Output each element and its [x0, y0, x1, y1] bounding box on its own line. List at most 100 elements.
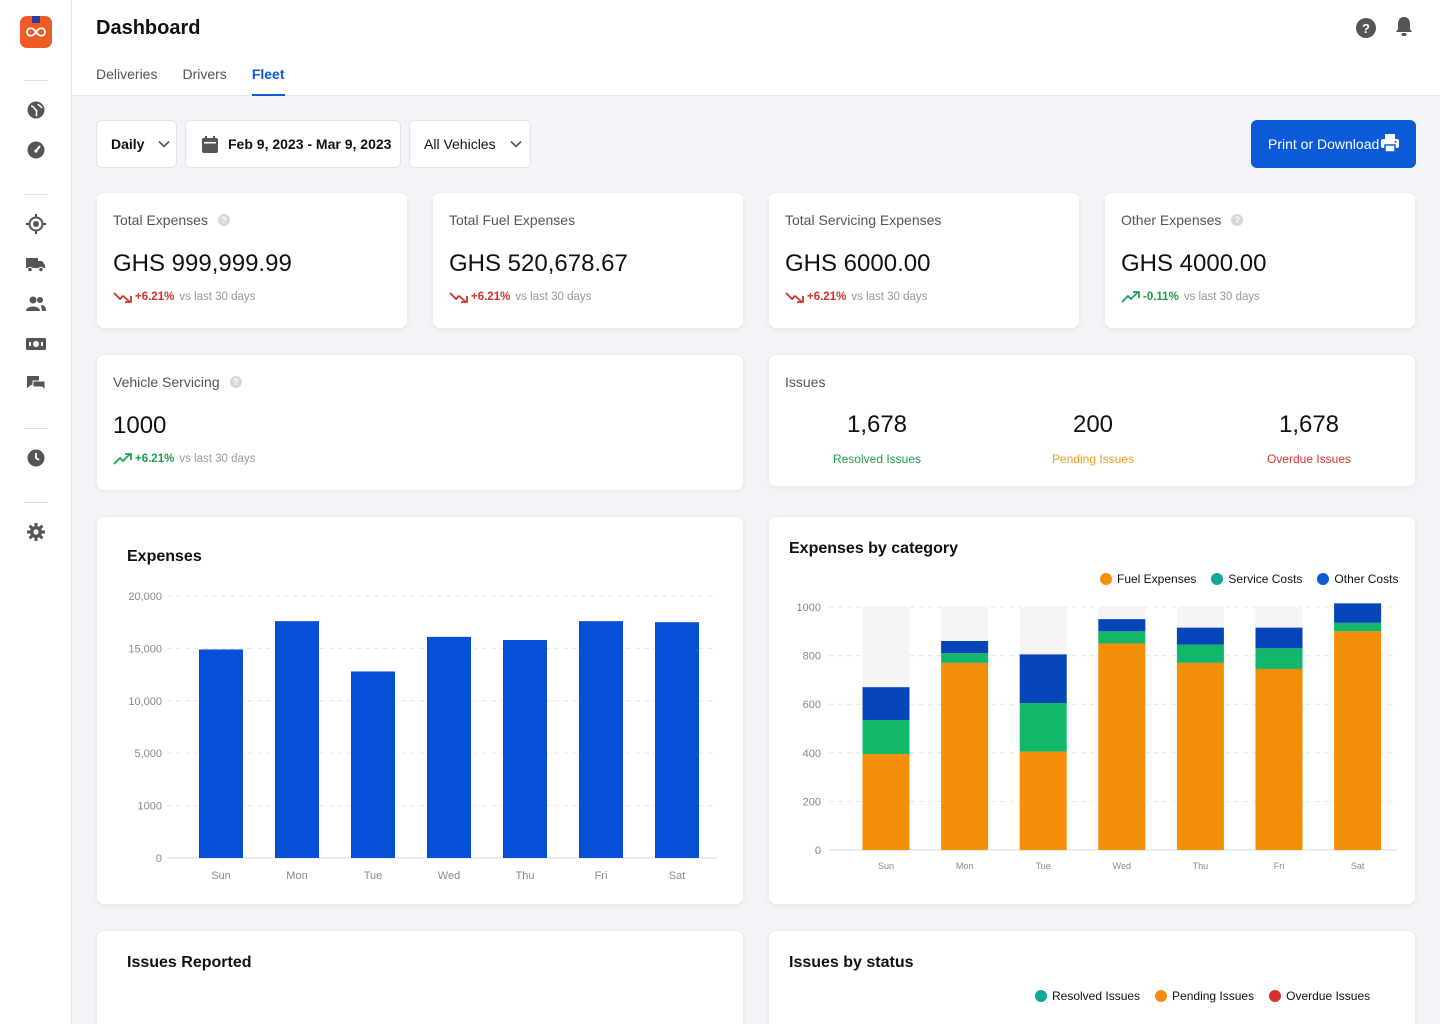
- y-tick-label: 1000: [797, 602, 821, 614]
- stat-label: Total Servicing Expenses: [785, 212, 941, 228]
- stat-card-servicing-expenses: Total Servicing Expenses GHS 6000.00 +6.…: [768, 192, 1080, 329]
- legend-label: Pending Issues: [1172, 989, 1254, 1003]
- bar: [199, 649, 243, 858]
- trend-up-icon: [1121, 291, 1141, 303]
- app-logo[interactable]: [20, 16, 52, 48]
- stacked-bar-segment: [1334, 603, 1381, 622]
- resolved-issues: 1,678 Resolved Issues: [777, 411, 977, 466]
- tab-drivers[interactable]: Drivers: [182, 66, 226, 96]
- x-tick-label: Fri: [1274, 861, 1285, 871]
- expenses-bar-chart: 010005,00010,00015,00020,000Sun Mon Tue Wed…: [97, 517, 745, 906]
- vehicle-servicing-card: Vehicle Servicing? 1000 +6.21% vs last 3…: [96, 354, 744, 491]
- stacked-bar-segment: [1098, 631, 1145, 643]
- x-tick-label: Sun: [878, 861, 894, 871]
- trend-down-icon: [785, 291, 805, 303]
- chart-title: Issues Reported: [127, 954, 251, 972]
- bell-icon[interactable]: [1394, 16, 1414, 38]
- sidebar-divider: [24, 80, 48, 81]
- stat-value: 1000: [113, 412, 166, 440]
- stat-value: GHS 4000.00: [1121, 250, 1266, 278]
- y-tick-label: 800: [803, 651, 821, 663]
- chart-title: Issues by status: [789, 954, 914, 972]
- legend-item[interactable]: Resolved Issues: [1035, 989, 1140, 1003]
- date-range-picker[interactable]: Feb 9, 2023 - Mar 9, 2023: [185, 120, 401, 168]
- stacked-bar-segment: [1177, 628, 1224, 645]
- stacked-bar-segment: [1177, 663, 1224, 850]
- stat-label: Total Fuel Expenses: [449, 212, 575, 228]
- top-header: Dashboard Deliveries Drivers Fleet ?: [72, 0, 1440, 96]
- x-tick-label: Sun: [211, 870, 231, 882]
- chat-icon[interactable]: [24, 372, 48, 396]
- tab-bar: Deliveries Drivers Fleet: [96, 66, 310, 96]
- y-tick-label: 400: [803, 748, 821, 760]
- bar: [427, 637, 471, 858]
- stacked-bar-chart: 0 200 400 600 800 1000 Sun Mon Tue Wed Thu Fri Sat: [769, 517, 1417, 906]
- x-tick-label: Fri: [595, 870, 608, 882]
- stat-label: Other Expenses: [1121, 212, 1221, 228]
- issues-reported-card: Issues Reported: [96, 930, 744, 1024]
- legend-item[interactable]: Overdue Issues: [1269, 989, 1370, 1003]
- chevron-down-icon: [158, 140, 170, 148]
- legend-swatch: [1155, 990, 1167, 1002]
- info-icon[interactable]: ?: [230, 376, 242, 388]
- gauge-icon[interactable]: [24, 138, 48, 162]
- y-tick-label: 600: [803, 699, 821, 711]
- chevron-down-icon: [510, 140, 522, 148]
- stacked-bar-segment: [1177, 645, 1224, 663]
- period-select[interactable]: Daily: [96, 120, 177, 168]
- category-chart-card: Expenses by category Fuel Expenses Servi…: [768, 516, 1416, 905]
- print-download-button[interactable]: Print or Download: [1251, 120, 1416, 168]
- stat-change: +6.21%: [135, 291, 174, 303]
- stacked-bar-segment: [941, 641, 988, 653]
- stacked-bar-segment: [1256, 628, 1303, 649]
- issue-label: Pending Issues: [993, 452, 1193, 466]
- stacked-bar-segment: [1098, 643, 1145, 850]
- tab-deliveries[interactable]: Deliveries: [96, 66, 157, 96]
- stat-compare: vs last 30 days: [515, 291, 591, 303]
- info-icon[interactable]: ?: [1231, 214, 1243, 226]
- stat-change: -0.11%: [1143, 291, 1179, 303]
- pending-issues: 200 Pending Issues: [993, 411, 1193, 466]
- stat-card-fuel-expenses: Total Fuel Expenses GHS 520,678.67 +6.21…: [432, 192, 744, 329]
- clock-icon[interactable]: [24, 446, 48, 470]
- cash-icon[interactable]: [24, 332, 48, 356]
- globe-icon[interactable]: [24, 98, 48, 122]
- x-tick-label: Mon: [956, 861, 974, 871]
- stacked-bar-segment: [863, 687, 910, 720]
- stacked-bar-segment: [1256, 669, 1303, 850]
- truck-icon[interactable]: [24, 252, 48, 276]
- stacked-bar-segment: [1020, 752, 1067, 850]
- printer-icon: [1380, 133, 1400, 153]
- sidebar-divider: [24, 194, 48, 195]
- stat-value: GHS 520,678.67: [449, 250, 628, 278]
- y-tick-label: 5,000: [134, 748, 162, 760]
- issue-count: 1,678: [777, 411, 977, 439]
- location-target-icon[interactable]: [24, 212, 48, 236]
- x-tick-label: Wed: [438, 870, 460, 882]
- stat-change: +6.21%: [807, 291, 846, 303]
- help-icon[interactable]: ?: [1356, 18, 1376, 38]
- users-icon[interactable]: [24, 292, 48, 316]
- issues-status-card: Issues by status Resolved Issues Pending…: [768, 930, 1416, 1024]
- sidebar-divider: [24, 502, 48, 503]
- x-tick-label: Tue: [1036, 861, 1051, 871]
- vehicle-value: All Vehicles: [424, 136, 496, 152]
- print-download-label: Print or Download: [1268, 136, 1379, 152]
- trend-down-icon: [113, 291, 133, 303]
- legend-item[interactable]: Pending Issues: [1155, 989, 1254, 1003]
- tab-fleet[interactable]: Fleet: [252, 66, 285, 96]
- legend-swatch: [1035, 990, 1047, 1002]
- y-tick-label: 1000: [138, 801, 162, 813]
- info-icon[interactable]: ?: [218, 214, 230, 226]
- y-tick-label: 10,000: [128, 696, 162, 708]
- vehicle-select[interactable]: All Vehicles: [409, 120, 531, 168]
- stacked-bar-segment: [1020, 703, 1067, 752]
- gear-icon[interactable]: [24, 520, 48, 544]
- stat-change: +6.21%: [135, 453, 174, 465]
- issue-label: Overdue Issues: [1209, 452, 1409, 466]
- stacked-bar-segment: [1098, 619, 1145, 631]
- calendar-icon: [202, 136, 218, 153]
- trend-up-icon: [113, 453, 133, 465]
- date-range-value: Feb 9, 2023 - Mar 9, 2023: [228, 136, 391, 152]
- stacked-bar-segment: [1334, 631, 1381, 850]
